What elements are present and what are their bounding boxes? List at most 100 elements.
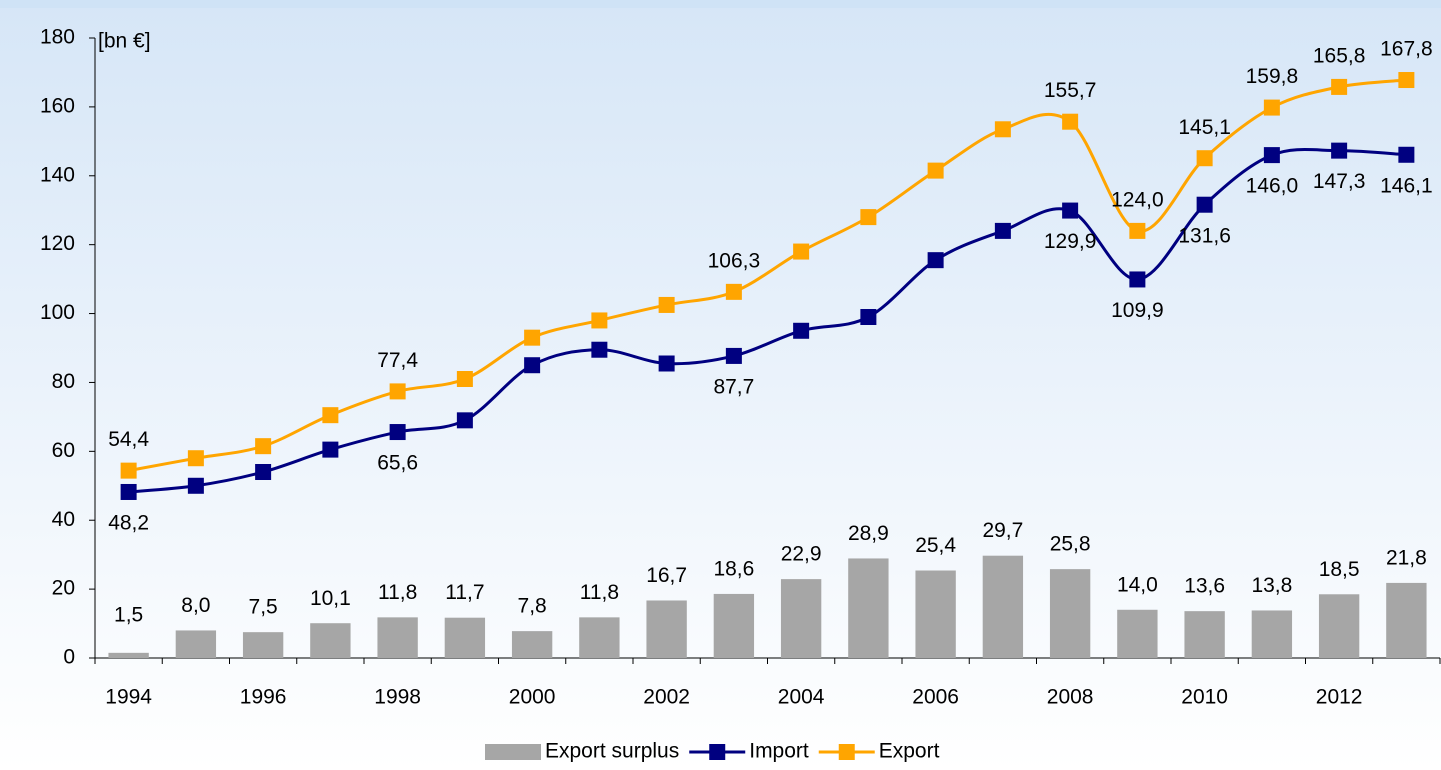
legend-label: Import [749,740,809,763]
marker [1062,202,1079,219]
data-label: 13,6 [1184,575,1225,598]
marker [591,341,608,358]
data-label: 11,8 [378,581,417,604]
legend-swatch [709,744,726,760]
y-tick-label: 80 [52,370,75,393]
marker [927,162,944,179]
y-tick-label: 160 [40,94,75,117]
marker [187,450,204,467]
marker [793,243,810,260]
bar [915,570,956,658]
data-label: 109,9 [1111,299,1164,322]
data-label: 10,1 [310,587,351,610]
data-label: 21,8 [1386,546,1427,569]
marker [1129,222,1146,239]
data-label: 124,0 [1111,188,1164,211]
marker [120,462,137,479]
y-tick-label: 140 [40,163,75,186]
data-label: 18,6 [713,557,754,580]
marker [1062,113,1079,130]
data-label: 22,9 [781,543,822,566]
data-label: 25,4 [915,534,956,557]
marker [1196,150,1213,167]
data-label: 14,0 [1117,573,1158,596]
marker [255,464,272,480]
marker [994,121,1011,138]
data-label: 54,4 [108,428,149,451]
bar [377,617,418,658]
marker [658,355,675,372]
marker [860,209,877,226]
bar [242,632,284,658]
x-tick-label: 2006 [912,686,959,709]
data-label: 13,8 [1251,574,1292,597]
data-label: 25,8 [1050,533,1091,556]
bar [1318,594,1360,658]
marker [187,477,204,494]
data-label: 131,6 [1178,224,1231,247]
marker [524,329,541,346]
marker [322,441,339,458]
marker [1398,146,1415,163]
legend-swatch [485,744,541,760]
data-label: 48,2 [108,512,149,535]
data-label: 106,3 [708,249,761,272]
marker [994,222,1011,239]
y-tick-label: 180 [40,26,75,49]
data-label: 1,5 [114,604,143,627]
y-tick-label: 120 [40,232,75,255]
data-label: 16,7 [646,564,687,587]
marker [1263,147,1280,164]
marker [860,309,877,325]
bar [1117,609,1158,658]
data-label: 28,9 [848,522,889,545]
marker [322,407,339,424]
marker [524,357,541,374]
marker [725,347,742,364]
x-tick-label: 2010 [1181,686,1228,709]
data-label: 8,0 [181,594,210,617]
marker [1331,142,1348,159]
data-label: 167,8 [1380,38,1433,61]
data-label: 11,8 [580,581,619,604]
x-tick-label: 2000 [509,686,556,709]
data-label: 155,7 [1044,79,1097,102]
y-tick-label: 20 [52,577,75,600]
marker [389,383,406,400]
bar [1184,611,1225,658]
x-tick-label: 1996 [240,686,287,709]
bar [108,652,149,658]
marker [456,371,473,387]
x-tick-label: 2002 [643,686,690,709]
bar [511,631,553,658]
marker [456,412,473,429]
data-label: 159,8 [1246,65,1299,88]
marker [793,322,810,339]
marker [255,438,272,455]
marker [591,312,608,329]
bar [1251,610,1293,658]
x-tick-label: 2008 [1047,686,1094,709]
top-strip [0,0,1441,8]
marker [1331,78,1348,95]
bar [848,558,889,658]
marker [658,296,675,313]
marker [927,252,944,269]
data-label: 7,8 [518,595,547,618]
data-label: 146,1 [1380,174,1433,197]
x-tick-label: 2004 [778,686,825,709]
data-label: 87,7 [713,375,754,398]
legend-swatch [838,744,855,760]
marker [1398,72,1415,89]
x-tick-label: 1994 [105,686,152,709]
x-tick-label: 2012 [1316,686,1363,709]
legend-label: Export [879,740,940,763]
y-axis-label: [bn €] [98,30,151,53]
data-label: 7,5 [249,596,278,619]
bar [1049,569,1091,658]
data-label: 65,6 [377,452,418,475]
data-label: 29,7 [982,519,1023,542]
data-label: 145,1 [1178,116,1231,139]
y-tick-label: 40 [52,508,75,531]
